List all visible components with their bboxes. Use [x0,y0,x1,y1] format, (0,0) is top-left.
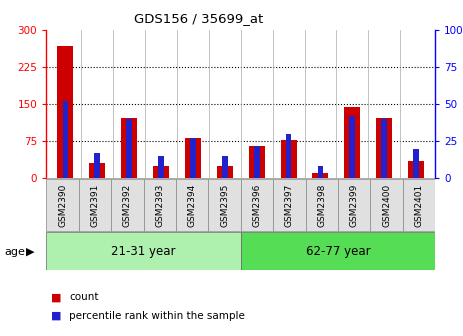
Bar [185,138,201,178]
Bar [249,146,265,178]
Text: GSM2395: GSM2395 [220,183,229,227]
Text: GSM2399: GSM2399 [350,183,359,227]
Text: GSM2393: GSM2393 [155,183,164,227]
Bar [313,173,328,178]
Bar [318,166,323,178]
Text: ■: ■ [51,311,62,321]
Text: GSM2397: GSM2397 [285,183,294,227]
Text: ■: ■ [51,292,62,302]
FancyBboxPatch shape [46,179,79,231]
Text: count: count [69,292,99,302]
FancyBboxPatch shape [273,179,306,231]
Bar [281,140,296,178]
Bar [190,138,196,178]
FancyBboxPatch shape [241,179,273,231]
FancyBboxPatch shape [241,232,435,270]
FancyBboxPatch shape [208,179,241,231]
Bar [376,118,392,178]
Text: GSM2398: GSM2398 [317,183,326,227]
Text: 62-77 year: 62-77 year [306,245,370,258]
FancyBboxPatch shape [306,179,338,231]
Text: GDS156 / 35699_at: GDS156 / 35699_at [134,12,264,25]
Bar [286,134,291,178]
Text: 21-31 year: 21-31 year [111,245,176,258]
Bar [217,166,233,178]
Text: percentile rank within the sample: percentile rank within the sample [69,311,245,321]
Text: ▶: ▶ [26,247,34,257]
FancyBboxPatch shape [370,179,403,231]
Bar [254,145,260,178]
Bar [413,149,419,178]
Bar [408,161,424,178]
FancyBboxPatch shape [46,232,241,270]
FancyBboxPatch shape [176,179,208,231]
Bar [126,119,132,178]
Text: age: age [5,247,25,257]
Bar [94,153,100,178]
Text: GSM2392: GSM2392 [123,183,132,226]
Bar [121,118,137,178]
Text: GSM2391: GSM2391 [90,183,100,227]
Text: GSM2390: GSM2390 [58,183,67,227]
FancyBboxPatch shape [111,179,144,231]
Bar [57,46,74,178]
Bar [222,156,228,178]
Text: GSM2400: GSM2400 [382,183,391,226]
Bar [89,163,105,178]
FancyBboxPatch shape [144,179,176,231]
Text: GSM2396: GSM2396 [252,183,262,227]
FancyBboxPatch shape [79,179,111,231]
Text: GSM2394: GSM2394 [188,183,197,226]
FancyBboxPatch shape [403,179,435,231]
FancyBboxPatch shape [338,179,370,231]
Bar [153,166,169,178]
Bar [344,107,360,178]
Text: GSM2401: GSM2401 [414,183,424,226]
Bar [158,156,164,178]
Bar [350,116,355,178]
Bar [63,101,69,178]
Bar [382,119,387,178]
